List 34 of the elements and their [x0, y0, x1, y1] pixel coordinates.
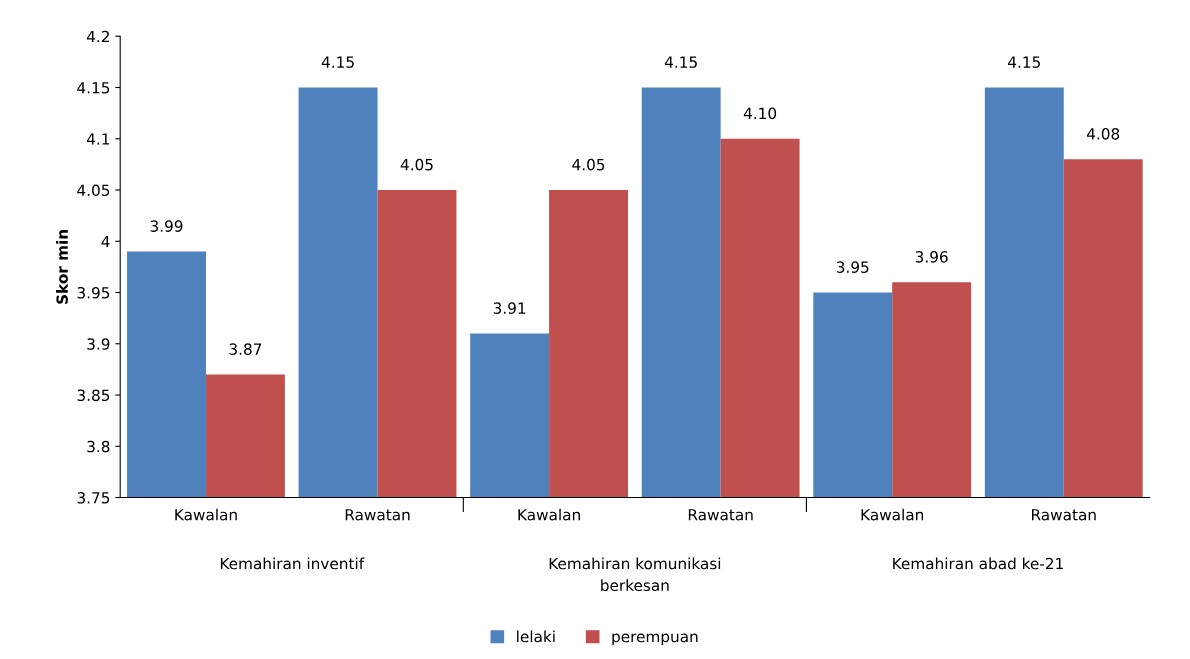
y-tick-label: 3.9: [87, 338, 110, 350]
data-label: 4.05: [400, 158, 433, 171]
legend-label: perempuan: [612, 633, 698, 646]
text: Kemahiran komunikasi berkesan: [549, 557, 721, 592]
data-label: 4.15: [664, 56, 697, 68]
y-tick-label: 3.85: [77, 389, 110, 402]
data-label: 4.15: [321, 56, 354, 68]
y-tick-label: 4.1: [86, 133, 110, 145]
x-tick-label: Rawatan: [1032, 509, 1096, 521]
y-tick-label: 4.15: [77, 82, 110, 94]
data-label: 4.05: [572, 158, 605, 171]
data-label: 4.10: [743, 107, 777, 120]
y-tick-label: 4.05: [77, 184, 110, 197]
y-tick-label: 3.75: [77, 492, 110, 504]
data-label: 3.91: [493, 302, 526, 314]
data-label: 3.99: [150, 220, 183, 232]
x-tick-label: Rawatan: [688, 509, 753, 521]
y-tick-label: 4.2: [86, 30, 109, 43]
data-label: 3.96: [915, 251, 948, 263]
y-axis-title: Skor min: [56, 230, 68, 304]
x-tick-label: Rawatan: [345, 509, 410, 521]
y-tick-label: 3.95: [77, 286, 110, 299]
x-tick-label: Kawalan: [861, 508, 924, 521]
x-tick-label: Kawalan: [518, 508, 580, 521]
text: Kemahiran abad ke-21: [893, 557, 1063, 570]
x-tick-label: Kawalan: [175, 508, 237, 521]
data-label: 4.08: [1086, 128, 1120, 140]
data-label: 4.15: [1008, 56, 1040, 68]
text: Kemahiran inventif: [220, 557, 365, 570]
y-tick-label: 3.8: [87, 440, 110, 453]
data-label: 3.87: [229, 343, 262, 355]
data-label: 3.95: [836, 261, 869, 273]
y-tick-label: 4: [101, 235, 110, 248]
legend-label: lelaki: [517, 630, 555, 643]
